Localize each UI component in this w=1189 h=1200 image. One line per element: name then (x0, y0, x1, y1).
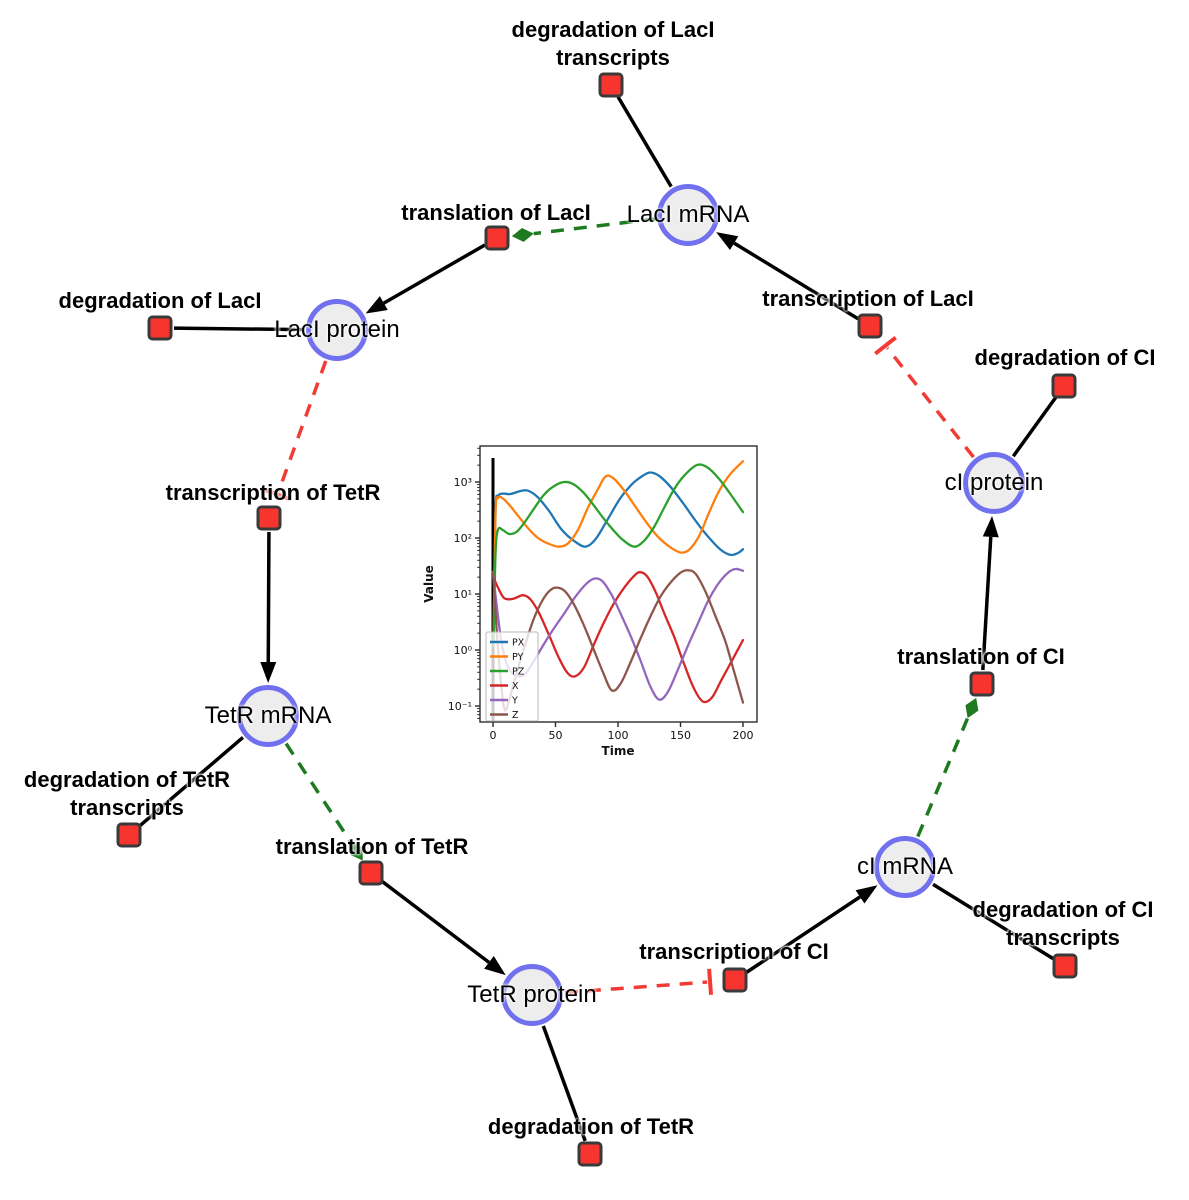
y-tick-label: 10¹ (454, 588, 472, 601)
reaction-node-deg_TetR[interactable] (577, 1141, 603, 1167)
edge-transcription_LacI-LacI_mRNA (716, 232, 859, 321)
reaction-label-transcription_TetR: transcription of TetR (165, 480, 381, 505)
reaction-node-translation_CI[interactable] (969, 671, 995, 697)
reaction-node-transcription_TetR[interactable] (256, 505, 282, 531)
species-node-LacI_mRNA[interactable] (657, 184, 719, 246)
edge-LacI_protein-deg_LacI (173, 326, 305, 332)
edge-cI_mRNA-deg_CI_tr (932, 882, 1055, 961)
reaction-node-deg_CI_tr[interactable] (1052, 953, 1078, 979)
edges-layer (138, 96, 1058, 1142)
reaction-node-transcription_CI[interactable] (722, 967, 748, 993)
species-label-TetR_protein: TetR protein (467, 981, 597, 1008)
edge-TetR_mRNA-translation_TetR (284, 742, 363, 861)
x-tick-label: 50 (549, 729, 563, 742)
edge-translation_TetR-TetR_protein (381, 880, 506, 976)
species-node-TetR_protein[interactable] (501, 964, 563, 1026)
x-tick-label: 0 (490, 729, 497, 742)
edge-TetR_mRNA-deg_TetR_tr (138, 736, 245, 828)
reaction-label-deg_LacI: degradation of LacI (58, 288, 262, 313)
x-tick-label: 100 (608, 729, 629, 742)
x-axis-label: Time (602, 744, 635, 758)
edge-transcription_CI-cI_mRNA (745, 885, 878, 974)
reaction-node-deg_TetR_tr[interactable] (116, 822, 142, 848)
species-node-cI_protein[interactable] (963, 452, 1025, 514)
species-node-LacI_protein[interactable] (306, 299, 368, 361)
reaction-node-deg_CI[interactable] (1051, 373, 1077, 399)
reaction-label-transcription_CI: transcription of CI (639, 939, 829, 964)
edge-TetR_protein-deg_TetR (541, 1025, 587, 1142)
reaction-label-deg_TetR_tr: degradation of TetR transcripts (23, 767, 231, 820)
reaction-node-deg_LacI[interactable] (147, 315, 173, 341)
x-tick-label: 200 (733, 729, 754, 742)
edge-cI_mRNA-translation_CI (916, 697, 979, 838)
reaction-label-deg_CI_tr: degradation of CI transcripts (972, 897, 1154, 950)
y-tick-label: 10³ (454, 476, 472, 489)
species-label-cI_protein: cI protein (944, 469, 1044, 496)
edge-cI_protein-transcription_LacI (874, 335, 975, 459)
reaction-node-translation_TetR[interactable] (358, 860, 384, 886)
legend-label-PY: PY (512, 652, 524, 663)
reaction-label-translation_CI: translation of CI (897, 644, 1065, 669)
edge-TetR_protein-transcription_CI (564, 968, 714, 995)
edge-cI_protein-deg_CI (1011, 396, 1058, 458)
y-axis-label: Value (422, 565, 436, 603)
edge-translation_CI-cI_protein (981, 515, 999, 671)
reaction-label-transcription_LacI: transcription of LacI (762, 286, 974, 311)
series-PZ (492, 463, 745, 647)
edge-LacI_mRNA-translation_LacI (511, 217, 656, 242)
reaction-label-translation_TetR: translation of TetR (275, 834, 469, 859)
reaction-node-transcription_LacI[interactable] (857, 313, 883, 339)
series-PY (492, 460, 745, 642)
edge-LacI_mRNA-deg_LacI_tr (616, 96, 673, 188)
edge-transcription_TetR-TetR_mRNA (260, 531, 277, 684)
reaction-label-translation_LacI: translation of LacI (401, 200, 591, 225)
x-tick-label: 150 (670, 729, 691, 742)
legend-label-Y: Y (511, 696, 518, 707)
edge-LacI_protein-transcription_TetR (264, 360, 328, 501)
species-label-cI_mRNA: cI mRNA (857, 853, 953, 880)
y-tick-label: 10² (454, 532, 472, 545)
reaction-label-deg_CI: degradation of CI (974, 345, 1156, 370)
series-PX (492, 471, 745, 642)
reaction-label-deg_LacI_tr: degradation of LacI transcripts (511, 17, 715, 70)
y-tick-label: 10⁻¹ (448, 700, 472, 713)
reaction-node-translation_LacI[interactable] (484, 225, 510, 251)
legend-label-X: X (512, 681, 519, 692)
species-label-TetR_mRNA: TetR mRNA (204, 702, 332, 729)
edge-translation_LacI-LacI_protein (365, 243, 486, 314)
legend-label-Z: Z (512, 710, 519, 721)
reaction-label-deg_TetR: degradation of TetR (487, 1114, 695, 1139)
reaction-node-deg_LacI_tr[interactable] (598, 72, 624, 98)
y-tick-label: 10⁰ (454, 644, 473, 657)
legend: PX PY PZ XYZ (485, 631, 539, 722)
legend-label-PZ: PZ (512, 667, 525, 678)
species-node-cI_mRNA[interactable] (874, 836, 936, 898)
legend-label-PX: PX (512, 638, 525, 649)
species-label-LacI_mRNA: LacI mRNA (626, 201, 750, 228)
species-node-TetR_mRNA[interactable] (237, 685, 299, 747)
species-label-LacI_protein: LacI protein (274, 316, 400, 343)
